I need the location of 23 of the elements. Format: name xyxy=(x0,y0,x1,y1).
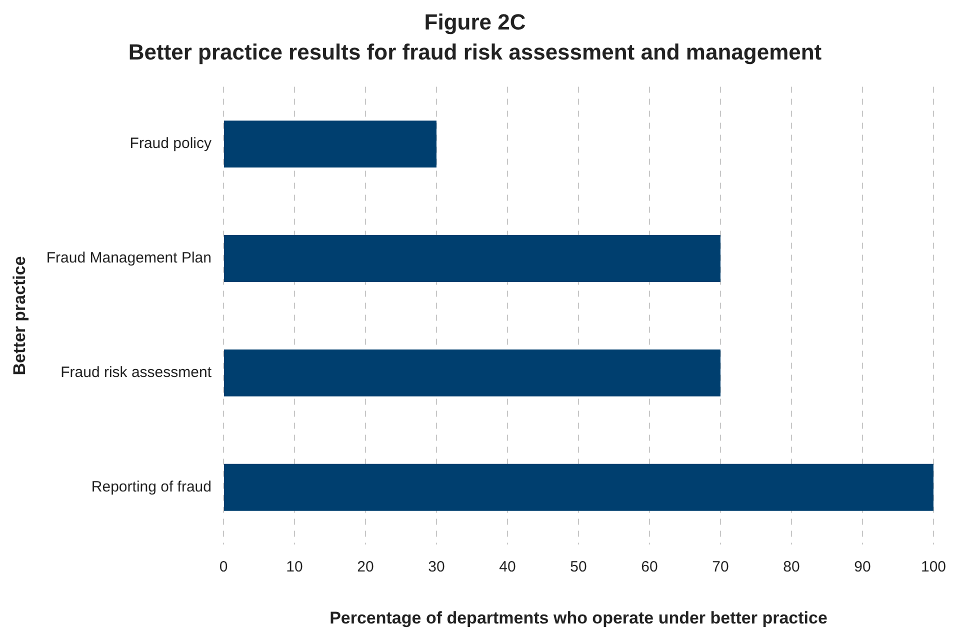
x-tick-label: 50 xyxy=(570,558,587,576)
x-tick-label: 90 xyxy=(854,558,871,576)
x-tick-label: 60 xyxy=(641,558,658,576)
x-axis-title: Percentage of departments who operate under better practice xyxy=(330,608,828,628)
x-tick-label: 0 xyxy=(219,558,228,576)
chart-subtitle: Better practice results for fraud risk assessment and management xyxy=(128,40,822,65)
x-tick-label: 70 xyxy=(712,558,729,576)
bar xyxy=(224,464,934,511)
x-tick-label: 80 xyxy=(783,558,800,576)
x-tick-label: 40 xyxy=(499,558,516,576)
x-tick-label: 30 xyxy=(428,558,445,576)
bar xyxy=(224,235,720,282)
y-axis-title: Better practice xyxy=(10,256,29,376)
y-tick-label: Fraud policy xyxy=(130,135,212,152)
bar xyxy=(224,349,720,396)
x-tick-label: 20 xyxy=(357,558,374,576)
x-tick-label: 10 xyxy=(286,558,303,576)
y-tick-label: Fraud risk assessment xyxy=(60,364,212,382)
chart-title: Figure 2C xyxy=(424,9,526,34)
y-tick-label: Fraud Management Plan xyxy=(46,250,212,267)
bar xyxy=(224,120,436,168)
y-tick-label: Reporting of fraud xyxy=(91,478,212,496)
x-tick-label: 100 xyxy=(920,558,946,576)
